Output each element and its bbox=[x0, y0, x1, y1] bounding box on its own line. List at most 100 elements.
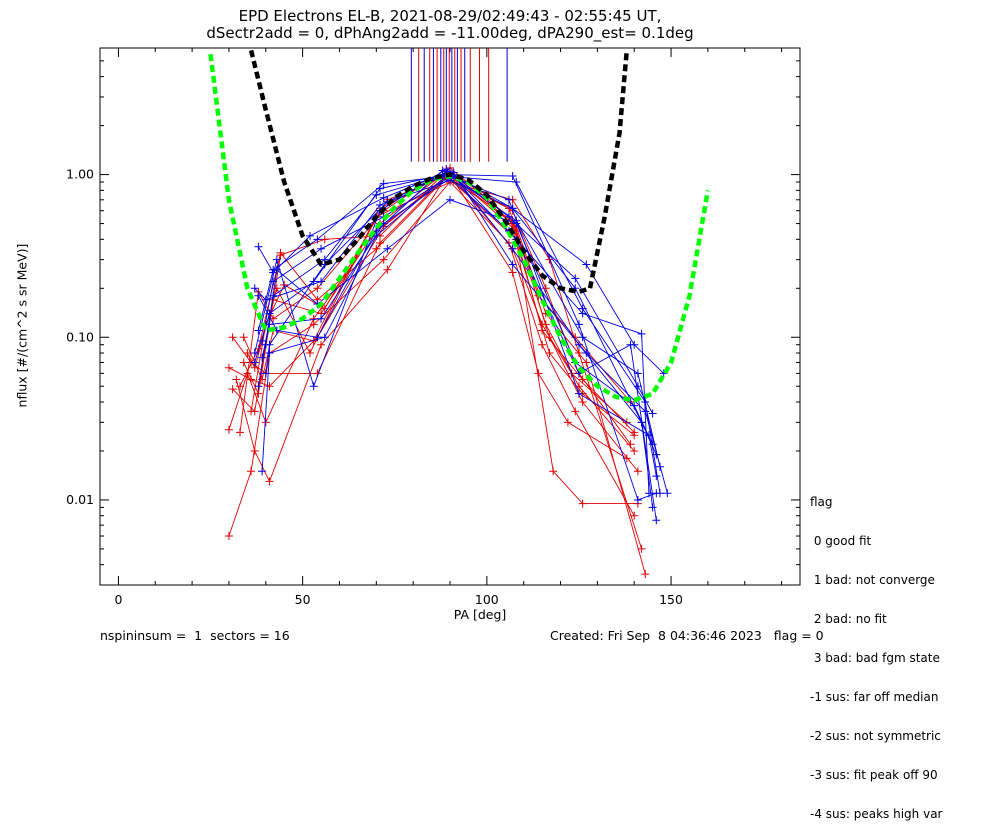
data-point bbox=[265, 477, 274, 486]
data-point bbox=[508, 268, 517, 277]
chart-title: EPD Electrons EL-B, 2021-08-29/02:49:43 … bbox=[238, 7, 662, 25]
fit-curves bbox=[208, 49, 711, 403]
data-point bbox=[224, 363, 233, 372]
data-point bbox=[538, 340, 547, 349]
data-point bbox=[224, 425, 233, 434]
plot-frame bbox=[99, 47, 801, 586]
x-tick-label: 150 bbox=[659, 592, 683, 607]
data-point bbox=[236, 382, 244, 391]
data-point bbox=[626, 340, 635, 349]
data-point bbox=[317, 340, 326, 349]
data-point bbox=[571, 274, 580, 283]
data-point bbox=[652, 516, 661, 525]
data-point bbox=[254, 382, 263, 391]
data-point bbox=[504, 195, 513, 204]
data-point bbox=[545, 349, 554, 358]
data-point bbox=[578, 309, 587, 318]
data-point bbox=[630, 446, 639, 455]
data-point bbox=[652, 472, 661, 481]
data-point bbox=[504, 238, 513, 247]
series-line bbox=[265, 199, 654, 445]
data-point bbox=[236, 428, 244, 437]
data-point bbox=[637, 329, 646, 338]
data-point bbox=[258, 467, 267, 476]
data-point bbox=[276, 248, 285, 257]
series-line bbox=[265, 180, 654, 508]
series-line bbox=[261, 177, 650, 494]
data-point bbox=[574, 320, 583, 329]
pitch-angle-plot: 0 50 100 150 0.01 1.00 0.10 bbox=[66, 47, 801, 607]
series-line bbox=[254, 168, 657, 521]
data-point bbox=[379, 255, 388, 264]
data-point bbox=[508, 172, 517, 181]
x-axis-label: PA [deg] bbox=[453, 607, 507, 622]
legend-line: -2 sus: not symmetric bbox=[810, 729, 941, 743]
data-point bbox=[633, 495, 642, 504]
data-point bbox=[538, 326, 547, 335]
data-point bbox=[383, 244, 392, 253]
data-point bbox=[648, 440, 657, 449]
data-point bbox=[247, 467, 256, 476]
data-point bbox=[313, 333, 322, 342]
data-point bbox=[633, 369, 642, 378]
data-point bbox=[317, 244, 326, 253]
data-point bbox=[320, 235, 329, 244]
data-point bbox=[549, 467, 558, 476]
data-point bbox=[228, 333, 237, 342]
data-point bbox=[317, 277, 326, 286]
data-point bbox=[309, 277, 318, 286]
data-point bbox=[574, 389, 583, 398]
data-point bbox=[641, 407, 650, 416]
data-point bbox=[578, 375, 587, 384]
legend-line: 2 bad: no fit bbox=[810, 612, 887, 626]
data-point bbox=[239, 333, 248, 342]
data-point bbox=[254, 242, 263, 251]
data-point bbox=[232, 375, 241, 384]
data-point bbox=[508, 244, 517, 253]
fit-curve bbox=[248, 49, 630, 295]
y-tick-label: 0.10 bbox=[66, 329, 94, 344]
footer-created: Created: Fri Sep 8 04:36:46 2023 flag = … bbox=[550, 628, 824, 643]
data-point bbox=[626, 440, 635, 449]
data-point bbox=[272, 255, 281, 264]
legend-line: -1 sus: far off median bbox=[810, 690, 939, 704]
data-point bbox=[383, 265, 392, 274]
data-point bbox=[228, 385, 237, 394]
legend-line: 0 good fit bbox=[810, 534, 872, 548]
data-point bbox=[258, 336, 267, 345]
data-point bbox=[254, 389, 263, 398]
data-point bbox=[254, 326, 263, 335]
data-point bbox=[641, 570, 650, 579]
data-point bbox=[258, 353, 267, 362]
data-point bbox=[272, 265, 281, 274]
data-point bbox=[508, 204, 517, 213]
data-point bbox=[265, 340, 274, 349]
data-series bbox=[224, 163, 672, 579]
data-point bbox=[582, 260, 591, 269]
data-point bbox=[243, 349, 252, 358]
data-point bbox=[508, 260, 517, 269]
data-point bbox=[630, 428, 639, 437]
flag-legend: flag 0 good fit 1 bad: not converge 2 ba… bbox=[810, 470, 942, 834]
data-point bbox=[446, 195, 454, 204]
data-point bbox=[563, 418, 572, 427]
chart-subtitle: dSectr2add = 0, dPhAng2add = -11.00deg, … bbox=[206, 24, 694, 42]
x-tick-label: 50 bbox=[295, 592, 311, 607]
data-point bbox=[239, 358, 248, 367]
data-point bbox=[663, 489, 672, 498]
series-line bbox=[254, 175, 661, 494]
legend-line: -3 sus: fit peak off 90 bbox=[810, 768, 938, 782]
series-line bbox=[228, 181, 643, 550]
y-tick-label: 1.00 bbox=[66, 167, 94, 182]
data-point bbox=[306, 349, 314, 358]
data-point bbox=[250, 446, 259, 455]
data-point bbox=[449, 168, 458, 177]
data-point bbox=[265, 382, 274, 391]
tick-labels: 0 50 100 150 0.01 1.00 0.10 bbox=[66, 167, 683, 607]
data-point bbox=[224, 532, 233, 541]
data-point bbox=[254, 291, 263, 300]
data-point bbox=[379, 193, 388, 202]
data-point bbox=[541, 284, 550, 293]
footer-info: nspininsum = 1 sectors = 16 bbox=[100, 628, 290, 643]
data-point bbox=[372, 244, 381, 253]
